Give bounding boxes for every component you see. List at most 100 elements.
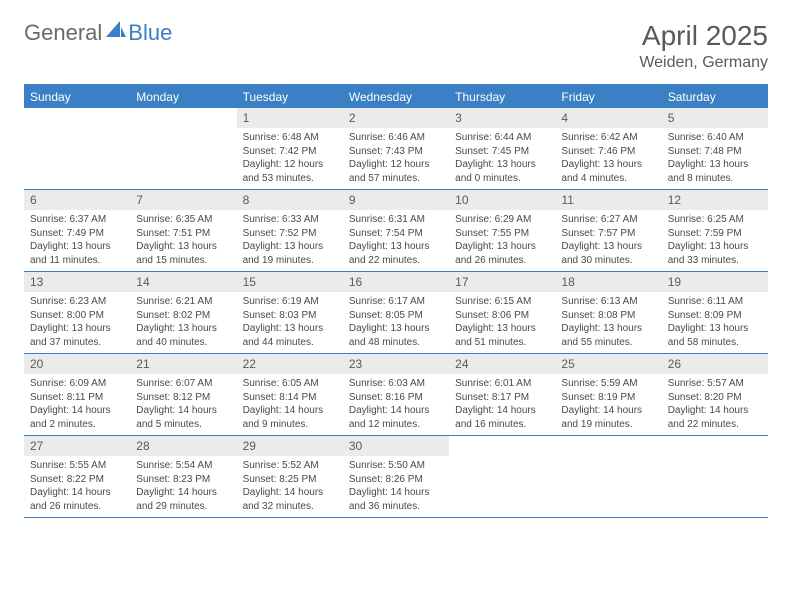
- weekday-header: Monday: [130, 86, 236, 108]
- sunrise-text: Sunrise: 6:35 AM: [136, 213, 230, 227]
- day-number: 6: [24, 190, 130, 210]
- sunset-text: Sunset: 7:49 PM: [30, 227, 124, 241]
- daylight-text: Daylight: 12 hours and 53 minutes.: [243, 158, 337, 185]
- sunrise-text: Sunrise: 5:57 AM: [668, 377, 762, 391]
- day-content: Sunrise: 6:48 AMSunset: 7:42 PMDaylight:…: [237, 128, 343, 189]
- sunrise-text: Sunrise: 6:23 AM: [30, 295, 124, 309]
- daylight-text: Daylight: 13 hours and 30 minutes.: [561, 240, 655, 267]
- day-number: 15: [237, 272, 343, 292]
- sunrise-text: Sunrise: 5:52 AM: [243, 459, 337, 473]
- day-number: 23: [343, 354, 449, 374]
- sunrise-text: Sunrise: 5:50 AM: [349, 459, 443, 473]
- day-cell: 23Sunrise: 6:03 AMSunset: 8:16 PMDayligh…: [343, 354, 449, 435]
- sunrise-text: Sunrise: 6:17 AM: [349, 295, 443, 309]
- day-number: 25: [555, 354, 661, 374]
- day-content: Sunrise: 6:23 AMSunset: 8:00 PMDaylight:…: [24, 292, 130, 353]
- logo-text-a: General: [24, 20, 102, 46]
- weekday-header: Tuesday: [237, 86, 343, 108]
- day-cell: 30 Sunrise: 5:50 AMSunset: 8:26 PMDayligh…: [343, 436, 449, 517]
- sunset-text: Sunset: 7:46 PM: [561, 145, 655, 159]
- daylight-text: Daylight: 14 hours and 36 minutes.: [349, 486, 443, 513]
- sunrise-text: Sunrise: 6:15 AM: [455, 295, 549, 309]
- day-cell: 11Sunrise: 6:27 AMSunset: 7:57 PMDayligh…: [555, 190, 661, 271]
- weekday-header: Wednesday: [343, 86, 449, 108]
- day-content: Sunrise: 5:52 AMSunset: 8:25 PMDaylight:…: [237, 456, 343, 517]
- daylight-text: Daylight: 13 hours and 22 minutes.: [349, 240, 443, 267]
- day-content: Sunrise: 6:27 AMSunset: 7:57 PMDaylight:…: [555, 210, 661, 271]
- weekday-header: Friday: [555, 86, 661, 108]
- header: General Blue April 2025 Weiden, Germany: [24, 20, 768, 72]
- day-cell: 7 Sunrise: 6:35 AMSunset: 7:51 PMDaylight…: [130, 190, 236, 271]
- sunset-text: Sunset: 7:55 PM: [455, 227, 549, 241]
- sunrise-text: Sunrise: 6:37 AM: [30, 213, 124, 227]
- sunset-text: Sunset: 7:48 PM: [668, 145, 762, 159]
- daylight-text: Daylight: 14 hours and 32 minutes.: [243, 486, 337, 513]
- day-cell: 22Sunrise: 6:05 AMSunset: 8:14 PMDayligh…: [237, 354, 343, 435]
- day-content: Sunrise: 6:46 AMSunset: 7:43 PMDaylight:…: [343, 128, 449, 189]
- day-cell: 20Sunrise: 6:09 AMSunset: 8:11 PMDayligh…: [24, 354, 130, 435]
- week-row: 20Sunrise: 6:09 AMSunset: 8:11 PMDayligh…: [24, 354, 768, 436]
- day-cell: 18Sunrise: 6:13 AMSunset: 8:08 PMDayligh…: [555, 272, 661, 353]
- day-number: 13: [24, 272, 130, 292]
- sunset-text: Sunset: 8:00 PM: [30, 309, 124, 323]
- day-cell: 6 Sunrise: 6:37 AMSunset: 7:49 PMDaylight…: [24, 190, 130, 271]
- daylight-text: Daylight: 13 hours and 55 minutes.: [561, 322, 655, 349]
- day-number: 22: [237, 354, 343, 374]
- sunset-text: Sunset: 8:26 PM: [349, 473, 443, 487]
- day-cell: 27Sunrise: 5:55 AMSunset: 8:22 PMDayligh…: [24, 436, 130, 517]
- day-content: Sunrise: 6:33 AMSunset: 7:52 PMDaylight:…: [237, 210, 343, 271]
- sunrise-text: Sunrise: 6:25 AM: [668, 213, 762, 227]
- sunset-text: Sunset: 8:08 PM: [561, 309, 655, 323]
- day-number: 7: [130, 190, 236, 210]
- sunset-text: Sunset: 8:17 PM: [455, 391, 549, 405]
- day-cell: [130, 108, 236, 189]
- day-number: 5: [662, 108, 768, 128]
- sunset-text: Sunset: 8:11 PM: [30, 391, 124, 405]
- day-cell: 26Sunrise: 5:57 AMSunset: 8:20 PMDayligh…: [662, 354, 768, 435]
- day-cell: 24Sunrise: 6:01 AMSunset: 8:17 PMDayligh…: [449, 354, 555, 435]
- day-number: 17: [449, 272, 555, 292]
- day-number: 10: [449, 190, 555, 210]
- day-number: 30: [343, 436, 449, 456]
- sunset-text: Sunset: 7:42 PM: [243, 145, 337, 159]
- weekday-header: Thursday: [449, 86, 555, 108]
- day-number: 28: [130, 436, 236, 456]
- day-number: 24: [449, 354, 555, 374]
- daylight-text: Daylight: 14 hours and 2 minutes.: [30, 404, 124, 431]
- location-label: Weiden, Germany: [639, 54, 768, 72]
- daylight-text: Daylight: 14 hours and 19 minutes.: [561, 404, 655, 431]
- day-cell: 17Sunrise: 6:15 AMSunset: 8:06 PMDayligh…: [449, 272, 555, 353]
- sunset-text: Sunset: 7:51 PM: [136, 227, 230, 241]
- week-row: 1Sunrise: 6:48 AMSunset: 7:42 PMDaylight…: [24, 108, 768, 190]
- sunset-text: Sunset: 8:12 PM: [136, 391, 230, 405]
- sunrise-text: Sunrise: 5:54 AM: [136, 459, 230, 473]
- sunrise-text: Sunrise: 6:48 AM: [243, 131, 337, 145]
- day-content: Sunrise: 5:55 AMSunset: 8:22 PMDaylight:…: [24, 456, 130, 517]
- page-title: April 2025: [639, 20, 768, 52]
- day-cell: 1Sunrise: 6:48 AMSunset: 7:42 PMDaylight…: [237, 108, 343, 189]
- weekday-header-row: Sunday Monday Tuesday Wednesday Thursday…: [24, 86, 768, 108]
- day-cell: 4Sunrise: 6:42 AMSunset: 7:46 PMDaylight…: [555, 108, 661, 189]
- day-content: Sunrise: 5:57 AMSunset: 8:20 PMDaylight:…: [662, 374, 768, 435]
- sunrise-text: Sunrise: 5:55 AM: [30, 459, 124, 473]
- sunrise-text: Sunrise: 5:59 AM: [561, 377, 655, 391]
- daylight-text: Daylight: 13 hours and 15 minutes.: [136, 240, 230, 267]
- daylight-text: Daylight: 14 hours and 5 minutes.: [136, 404, 230, 431]
- sunset-text: Sunset: 8:22 PM: [30, 473, 124, 487]
- sunset-text: Sunset: 8:23 PM: [136, 473, 230, 487]
- day-cell: 10Sunrise: 6:29 AMSunset: 7:55 PMDayligh…: [449, 190, 555, 271]
- day-number: 27: [24, 436, 130, 456]
- daylight-text: Daylight: 13 hours and 11 minutes.: [30, 240, 124, 267]
- sunset-text: Sunset: 7:59 PM: [668, 227, 762, 241]
- day-cell: 29Sunrise: 5:52 AMSunset: 8:25 PMDayligh…: [237, 436, 343, 517]
- day-number: 8: [237, 190, 343, 210]
- daylight-text: Daylight: 13 hours and 44 minutes.: [243, 322, 337, 349]
- daylight-text: Daylight: 13 hours and 48 minutes.: [349, 322, 443, 349]
- sunrise-text: Sunrise: 6:21 AM: [136, 295, 230, 309]
- sunrise-text: Sunrise: 6:01 AM: [455, 377, 549, 391]
- daylight-text: Daylight: 13 hours and 8 minutes.: [668, 158, 762, 185]
- sunrise-text: Sunrise: 6:29 AM: [455, 213, 549, 227]
- day-content: Sunrise: 6:25 AMSunset: 7:59 PMDaylight:…: [662, 210, 768, 271]
- daylight-text: Daylight: 14 hours and 26 minutes.: [30, 486, 124, 513]
- day-content: Sunrise: 5:59 AMSunset: 8:19 PMDaylight:…: [555, 374, 661, 435]
